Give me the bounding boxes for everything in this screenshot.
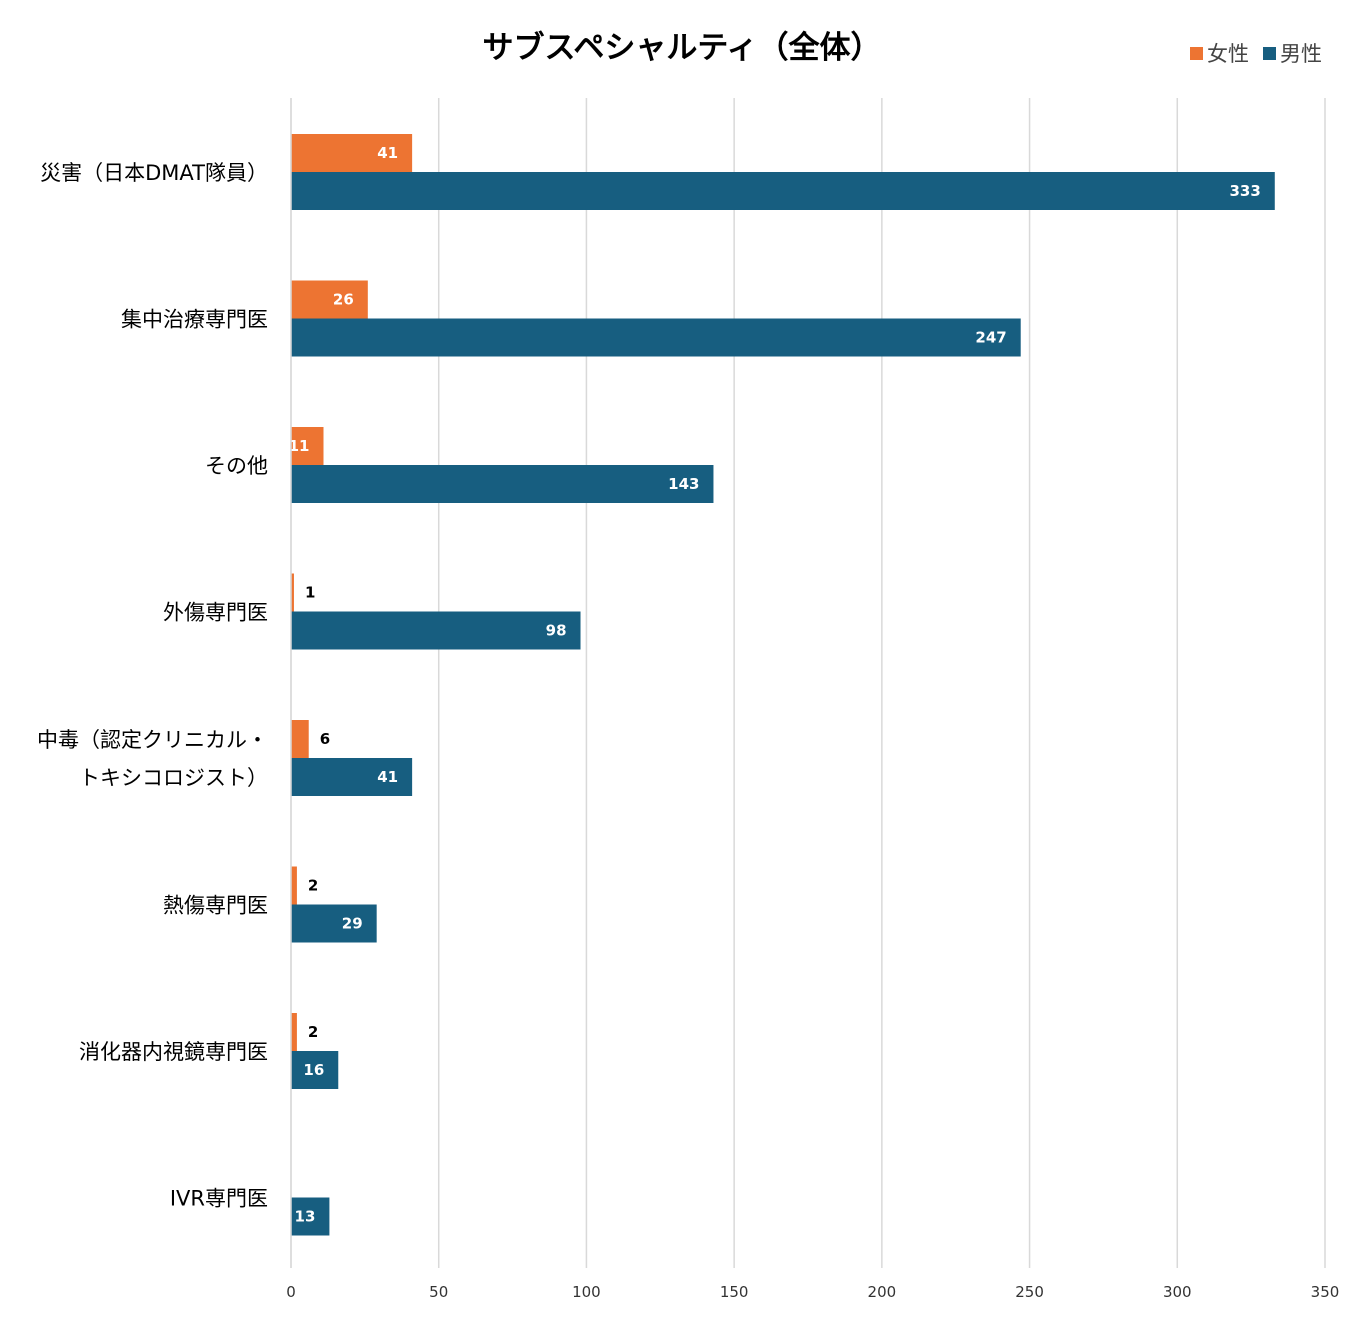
data-label: 13 [295, 1208, 316, 1226]
female-bar [291, 866, 297, 905]
legend-item-male: 男性 [1263, 38, 1322, 68]
x-tick-label: 200 [868, 1283, 897, 1301]
x-tick-label: 300 [1163, 1283, 1192, 1301]
category-label: トキシコロジスト） [79, 766, 268, 790]
male-bar [291, 904, 377, 943]
female-bar [291, 720, 309, 758]
data-label: 16 [303, 1061, 324, 1079]
data-label: 41 [377, 768, 398, 786]
data-label: 29 [342, 915, 363, 933]
data-label: 6 [320, 730, 330, 748]
male-bar [291, 758, 413, 796]
legend-swatch-female [1190, 46, 1203, 60]
data-label: 1 [305, 584, 315, 602]
data-label: 41 [377, 144, 398, 162]
legend-label-male: 男性 [1280, 42, 1322, 66]
data-label: 2 [308, 877, 318, 895]
data-label: 26 [333, 291, 354, 309]
legend-item-female: 女性 [1190, 38, 1249, 68]
data-label: 98 [546, 622, 567, 640]
legend-label-female: 女性 [1207, 42, 1249, 66]
x-tick-label: 0 [286, 1283, 296, 1301]
category-label: 集中治療専門医 [121, 308, 268, 332]
female-bar [291, 134, 413, 172]
female-bar [291, 427, 324, 465]
legend-swatch-male [1263, 46, 1276, 60]
male-bar [291, 465, 714, 503]
chart-title: サブスペシャルティ（全体） [482, 30, 882, 66]
data-label: 143 [668, 475, 699, 493]
data-label: 2 [308, 1023, 318, 1041]
category-label: 消化器内視鏡専門医 [79, 1040, 268, 1064]
male-bar [291, 1197, 330, 1236]
male-bar [291, 1051, 339, 1089]
male-bar [291, 318, 1021, 357]
x-tick-label: 50 [429, 1283, 448, 1301]
x-tick-label: 250 [1015, 1283, 1044, 1301]
x-tick-label: 350 [1311, 1283, 1340, 1301]
female-bar [291, 1013, 297, 1051]
category-label: 中毒（認定クリニカル・ [37, 728, 268, 752]
category-label: 災害（日本DMAT隊員） [40, 161, 268, 185]
category-label: 外傷専門医 [163, 601, 268, 625]
category-label: 熱傷専門医 [163, 894, 268, 918]
category-label: その他 [205, 454, 268, 478]
x-tick-label: 100 [572, 1283, 601, 1301]
data-label: 11 [289, 437, 310, 455]
x-tick-label: 150 [720, 1283, 749, 1301]
male-bar [291, 611, 581, 650]
category-label: IVR専門医 [170, 1187, 268, 1211]
legend: 女性 男性 [1190, 38, 1322, 68]
female-bar [291, 573, 294, 612]
male-bar [291, 172, 1275, 210]
data-label: 247 [975, 329, 1006, 347]
data-label: 333 [1229, 182, 1260, 200]
female-bar [291, 280, 368, 319]
